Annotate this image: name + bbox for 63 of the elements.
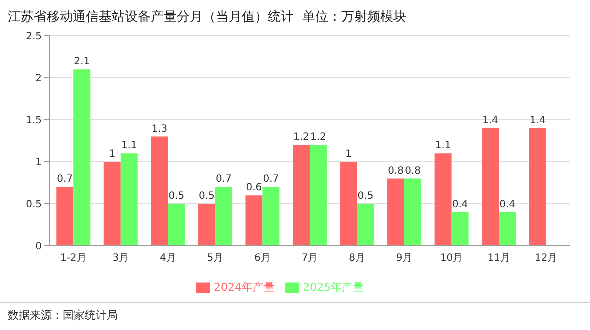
data-label: 0.4 [452, 199, 468, 210]
data-label: 0.6 [246, 182, 262, 194]
bar [104, 162, 121, 246]
x-tick-label: 3月 [112, 253, 130, 264]
x-tick-label: 12月 [534, 253, 558, 264]
y-tick-label: 2 [36, 74, 42, 85]
y-tick-label: 0 [36, 242, 42, 253]
bar [246, 196, 263, 246]
data-label: 1.4 [482, 115, 499, 126]
bar [262, 187, 280, 246]
chart-title: 江苏省移动通信基站设备产量分月（当月值）统计 单位：万射频模块 [8, 9, 406, 26]
data-label: 0.7 [263, 174, 280, 186]
x-tick-label: 7月 [302, 253, 318, 264]
y-tick-label: 2.5 [26, 32, 42, 43]
legend-label: 2024年产量 [214, 281, 275, 294]
bar [292, 145, 310, 246]
bar [310, 145, 327, 246]
data-label: 0.5 [168, 191, 185, 202]
legend-label: 2025年产量 [303, 281, 364, 294]
bar [198, 204, 216, 246]
data-label: 1.1 [435, 140, 452, 152]
data-label: 0.8 [388, 166, 404, 177]
data-label: 0.7 [216, 174, 232, 186]
bar [482, 128, 500, 246]
y-tick-label: 1 [36, 158, 42, 169]
data-label: 1 [109, 149, 116, 160]
y-tick-label: 1.5 [26, 116, 42, 127]
bar [120, 154, 138, 246]
data-label: 2.1 [74, 56, 90, 68]
bar [56, 187, 74, 246]
x-tick-label: 8月 [349, 253, 366, 264]
bar [168, 204, 186, 246]
bar [404, 178, 422, 246]
bar [388, 178, 405, 246]
data-label: 1 [346, 149, 352, 160]
bar [74, 70, 91, 246]
bar [529, 128, 546, 246]
bar [340, 162, 358, 246]
x-tick-label: 11月 [488, 253, 510, 264]
bar [499, 212, 516, 246]
x-tick-label: 5月 [207, 253, 224, 264]
data-label: 1.2 [294, 132, 310, 144]
x-tick-label: 4月 [160, 253, 176, 264]
bar [215, 187, 232, 246]
y-tick-label: 0.5 [26, 200, 42, 211]
data-label: 1.1 [121, 140, 138, 152]
bar [452, 212, 469, 246]
x-tick-label: 9月 [396, 253, 413, 264]
data-label: 0.8 [405, 166, 421, 177]
bar [357, 204, 374, 246]
data-label: 0.5 [198, 191, 215, 202]
data-label: 1.2 [310, 132, 326, 144]
data-label: 1.3 [152, 124, 168, 135]
bar [434, 154, 452, 246]
data-label: 0.4 [500, 199, 516, 210]
source-note: 数据来源：国家统计局 [8, 308, 118, 323]
bar [151, 136, 168, 246]
data-label: 0.5 [358, 191, 374, 202]
data-label: 1.4 [530, 115, 546, 126]
x-tick-label: 6月 [254, 253, 271, 264]
data-label: 0.7 [57, 174, 74, 186]
x-tick-label: 1-2月 [60, 253, 87, 264]
x-tick-label: 10月 [440, 253, 464, 264]
